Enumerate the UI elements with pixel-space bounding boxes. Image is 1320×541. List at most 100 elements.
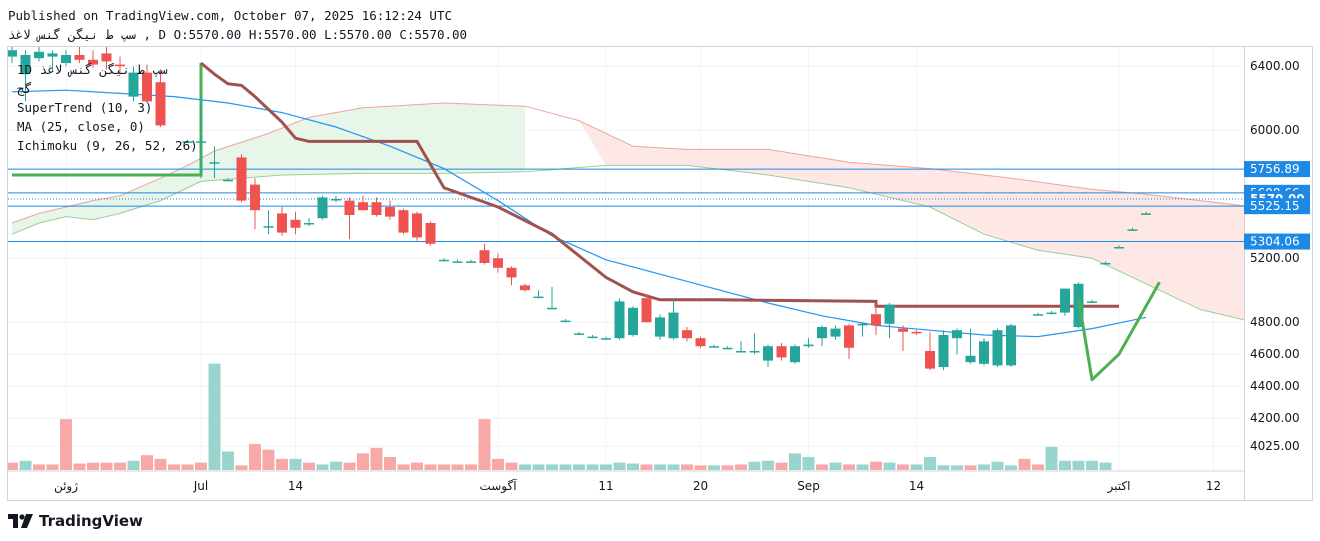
candle-body <box>979 341 989 364</box>
price-scale[interactable]: 6400.00 6000.00 5200.00 4800.00 4600.00 4400.… <box>1244 46 1313 501</box>
volume-bar <box>910 464 923 470</box>
candle-body <box>871 314 881 326</box>
chart-pane[interactable]: ژوئنJul14آگوست1120Sep14اکتبر1221 <box>6 46 1320 501</box>
brand-name: TradingView <box>39 512 143 530</box>
candle-body <box>331 199 341 201</box>
candle-body <box>290 219 301 228</box>
volume-bar <box>370 447 383 470</box>
volume-bar <box>357 453 369 470</box>
volume-bar <box>303 462 315 470</box>
candle-body <box>628 307 638 335</box>
volume-bar <box>451 464 464 470</box>
candle-body <box>452 261 463 263</box>
candle-body <box>317 197 328 219</box>
volume-bar <box>1032 464 1044 470</box>
candle-body <box>425 223 436 244</box>
volume-bar <box>802 457 815 470</box>
volume-bar <box>627 463 639 470</box>
volume-bar <box>411 462 423 470</box>
candle-body <box>533 296 544 299</box>
volume-bar <box>397 464 410 470</box>
volume-bar <box>951 465 963 470</box>
candle-body <box>1033 314 1043 316</box>
candle-body <box>695 338 706 347</box>
legend-ma[interactable]: MA (25, close, 0) <box>17 119 145 134</box>
symbol-title: سپ ط نیگن گنس لاغذ , D <box>8 27 167 42</box>
legend-symbol: 1D سپ ط نیگن گنس لاغذ <box>17 62 168 77</box>
candle-body <box>857 323 868 326</box>
candle-body <box>47 53 58 57</box>
volume-bar <box>330 461 342 470</box>
candle-body <box>209 162 220 164</box>
volume-bar <box>694 465 707 470</box>
candle-body <box>1114 247 1124 249</box>
projection-path <box>1077 281 1161 382</box>
candle-body <box>479 250 490 263</box>
volume-bar <box>654 464 666 470</box>
legend-exchange: گج <box>17 81 33 96</box>
volume-bar <box>856 464 869 470</box>
volume-bar <box>289 458 302 470</box>
candle-body <box>574 333 584 335</box>
volume-bar <box>73 463 86 470</box>
candle-body <box>1141 213 1151 215</box>
volume-bar <box>424 464 437 470</box>
candle-body <box>722 347 733 350</box>
chart-canvas[interactable]: ژوئنJul14آگوست1120Sep14اکتبر1221 <box>6 47 1320 500</box>
volume-bar <box>978 464 990 470</box>
volume-bar <box>505 462 518 470</box>
candle-body <box>236 157 247 201</box>
candle-body <box>182 141 193 143</box>
volume-bar <box>532 464 545 470</box>
volume-bar <box>1018 458 1031 470</box>
legend-ichimoku[interactable]: Ichimoku (9, 26, 52, 26) <box>17 138 198 153</box>
candle-body <box>1127 229 1138 231</box>
volume-bar <box>735 464 747 470</box>
price-scale-label: 4025.00 <box>1250 439 1300 453</box>
volume-bar <box>168 464 180 470</box>
volume-bar <box>640 464 653 470</box>
candle-body <box>601 338 611 340</box>
price-level-tag <box>1244 233 1310 250</box>
time-axis-label: 14 <box>288 479 303 493</box>
candle-body <box>817 327 827 339</box>
volume-bar <box>816 464 828 470</box>
volume-bar <box>343 462 356 470</box>
ichimoku-cloud-bearish <box>579 120 1320 326</box>
volume-bar <box>465 464 477 470</box>
candle-body <box>493 258 503 268</box>
candle-body <box>1006 325 1016 366</box>
volume-bar <box>991 461 1004 470</box>
candle-body <box>668 312 679 339</box>
candle-body <box>466 261 476 263</box>
candle-body <box>7 50 17 57</box>
volume-bar <box>1086 460 1098 470</box>
candle-body <box>250 184 260 211</box>
time-axis-label: آگوست <box>479 478 517 494</box>
tradingview-brand[interactable]: TradingView <box>8 512 143 530</box>
volume-bar <box>1005 465 1017 470</box>
candle-body <box>398 210 409 233</box>
candle-body <box>614 301 625 339</box>
volume-bar <box>870 461 882 470</box>
legend-supertrend[interactable]: SuperTrend (10, 3) <box>17 100 153 115</box>
price-scale-canvas[interactable]: 6400.00 6000.00 5200.00 4800.00 4600.00 4400.… <box>1244 47 1312 500</box>
volume-bar <box>384 457 396 470</box>
candle-body <box>790 346 800 363</box>
volume-bar <box>681 464 693 470</box>
candle-body <box>1100 263 1111 265</box>
price-scale-label: 5200.00 <box>1250 251 1300 265</box>
volume-bar <box>276 458 288 470</box>
time-axis-label: 11 <box>598 479 613 493</box>
candle-body <box>655 317 665 337</box>
volume-bar <box>883 462 896 470</box>
candle-body <box>736 351 746 353</box>
candle-body <box>547 307 557 310</box>
candle-body <box>385 207 395 217</box>
time-axis-label: Sep <box>797 479 820 493</box>
volume-bar <box>924 457 936 470</box>
volume-bar <box>721 465 734 470</box>
candle-body <box>277 213 287 233</box>
symbol-ohlc-line: سپ ط نیگن گنس لاغذ , D O:5570.00 H:5570.… <box>8 27 467 43</box>
candle-body <box>925 351 935 369</box>
